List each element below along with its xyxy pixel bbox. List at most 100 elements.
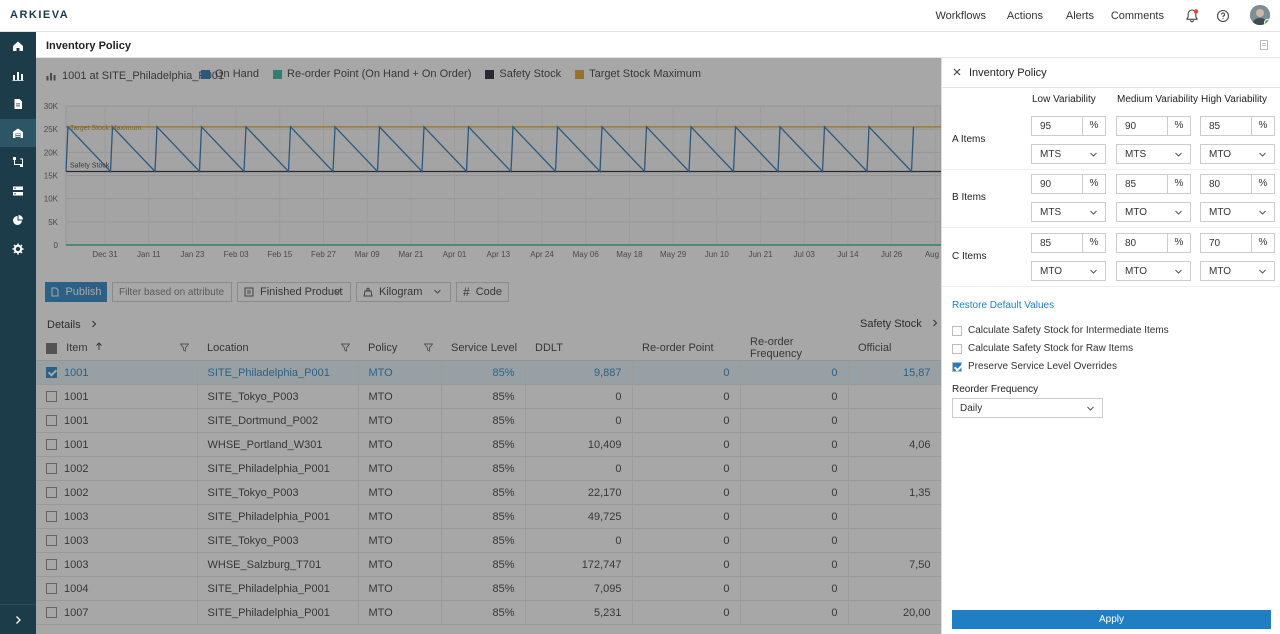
service-level-input[interactable]: 90% xyxy=(1116,116,1191,136)
nav-alerts[interactable]: Alerts xyxy=(1065,10,1094,22)
cell-policy[interactable]: MTO xyxy=(358,576,442,601)
cell-rop[interactable]: 0 xyxy=(632,480,741,505)
row-checkbox[interactable] xyxy=(46,415,57,427)
cell-location[interactable]: SITE_Tokyo_P003 xyxy=(197,528,359,553)
policy-select[interactable]: MTS xyxy=(1031,202,1106,222)
apply-button[interactable]: Apply xyxy=(952,610,1271,629)
row-checkbox[interactable] xyxy=(46,367,57,379)
cell-policy[interactable]: MTO xyxy=(358,504,442,529)
cell-rop[interactable]: 0 xyxy=(632,504,741,529)
policy-select[interactable]: MTO xyxy=(1116,202,1191,222)
cell-policy[interactable]: MTO xyxy=(358,360,442,385)
cell-service[interactable]: 85% xyxy=(441,432,526,457)
select-all-checkbox[interactable] xyxy=(46,342,57,354)
nav-workflows[interactable]: Workflows xyxy=(935,10,986,22)
cell-official[interactable]: 4,06 xyxy=(848,432,941,457)
cell-rop[interactable]: 0 xyxy=(632,600,741,625)
notification-bell-icon[interactable] xyxy=(1184,8,1200,24)
sidebar-database[interactable] xyxy=(0,177,36,205)
service-level-input[interactable]: 85% xyxy=(1200,116,1275,136)
policy-select[interactable]: MTO xyxy=(1116,261,1191,281)
cell-policy[interactable]: MTO xyxy=(358,384,442,409)
cell-ddlt[interactable]: 22,170 xyxy=(525,480,633,505)
cell-ddlt[interactable]: 9,887 xyxy=(525,360,633,385)
cell-freq[interactable]: 0 xyxy=(740,504,849,529)
cell-item[interactable]: 1001 xyxy=(36,408,198,433)
cell-policy[interactable]: MTO xyxy=(358,432,442,457)
cell-ddlt[interactable]: 10,409 xyxy=(525,432,633,457)
cell-official[interactable] xyxy=(848,576,941,601)
column-header-item[interactable]: Item xyxy=(36,336,197,361)
cell-item[interactable]: 1007 xyxy=(36,600,198,625)
cell-service[interactable]: 85% xyxy=(441,552,526,577)
help-icon[interactable] xyxy=(1215,8,1231,24)
cell-rop[interactable]: 0 xyxy=(632,432,741,457)
cell-rop[interactable]: 0 xyxy=(632,528,741,553)
cell-location[interactable]: SITE_Philadelphia_P001 xyxy=(197,600,359,625)
row-checkbox[interactable] xyxy=(46,487,57,499)
cell-ddlt[interactable]: 172,747 xyxy=(525,552,633,577)
restore-defaults-link[interactable]: Restore Default Values xyxy=(952,300,1055,311)
cell-item[interactable]: 1001 xyxy=(36,432,198,457)
check-raw-items[interactable]: Calculate Safety Stock for Raw Items xyxy=(952,343,1133,354)
service-level-input[interactable]: 80% xyxy=(1116,233,1191,253)
cell-ddlt[interactable]: 0 xyxy=(525,408,633,433)
row-checkbox[interactable] xyxy=(46,463,57,475)
cell-service[interactable]: 85% xyxy=(441,480,526,505)
cell-item[interactable]: 1001 xyxy=(36,384,198,409)
policy-select[interactable]: MTS xyxy=(1116,144,1191,164)
service-level-input[interactable]: 90% xyxy=(1031,174,1106,194)
table-row[interactable]: 1002 SITE_Philadelphia_P001 MTO 85% 0 0 0 xyxy=(36,456,941,481)
service-level-input[interactable]: 70% xyxy=(1200,233,1275,253)
row-checkbox[interactable] xyxy=(46,391,57,403)
cell-rop[interactable]: 0 xyxy=(632,384,741,409)
cell-service[interactable]: 85% xyxy=(441,528,526,553)
column-header-official[interactable]: Official xyxy=(848,336,941,361)
cell-rop[interactable]: 0 xyxy=(632,552,741,577)
details-toggle[interactable]: Details xyxy=(47,319,98,331)
cell-location[interactable]: SITE_Philadelphia_P001 xyxy=(197,504,359,529)
sidebar-reports[interactable] xyxy=(0,206,36,234)
sidebar-analytics[interactable] xyxy=(0,61,36,89)
nav-comments[interactable]: Comments xyxy=(1110,10,1164,22)
cell-freq[interactable]: 0 xyxy=(740,552,849,577)
cell-freq[interactable]: 0 xyxy=(740,480,849,505)
cell-freq[interactable]: 0 xyxy=(740,528,849,553)
sidebar-documents[interactable] xyxy=(0,90,36,118)
column-header-service-level[interactable]: Service Level xyxy=(441,336,525,361)
checkbox-checked[interactable] xyxy=(952,361,962,372)
service-level-input[interactable]: 95% xyxy=(1031,116,1106,136)
cell-official[interactable] xyxy=(848,408,941,433)
cell-freq[interactable]: 0 xyxy=(740,432,849,457)
policy-select[interactable]: MTS xyxy=(1031,144,1106,164)
cell-ddlt[interactable]: 49,725 xyxy=(525,504,633,529)
cell-ddlt[interactable]: 0 xyxy=(525,528,633,553)
checkbox[interactable] xyxy=(952,325,962,336)
cell-policy[interactable]: MTO xyxy=(358,552,442,577)
cell-policy[interactable]: MTO xyxy=(358,456,442,481)
cell-freq[interactable]: 0 xyxy=(740,600,849,625)
sidebar-settings[interactable] xyxy=(0,235,36,263)
filter-icon[interactable] xyxy=(424,343,433,352)
code-toggle[interactable]: # Code xyxy=(456,282,509,302)
table-row[interactable]: 1002 SITE_Tokyo_P003 MTO 85% 22,170 0 0 1,35 xyxy=(36,480,941,505)
checkbox[interactable] xyxy=(952,343,962,354)
cell-ddlt[interactable]: 0 xyxy=(525,456,633,481)
row-checkbox[interactable] xyxy=(46,439,57,451)
column-header-policy[interactable]: Policy xyxy=(358,336,441,361)
row-checkbox[interactable] xyxy=(46,583,57,595)
table-row[interactable]: 1003 WHSE_Salzburg_T701 MTO 85% 172,747 0 0 7,5… xyxy=(36,552,941,577)
legend-safety-stock[interactable]: Safety Stock xyxy=(485,68,561,80)
close-icon[interactable] xyxy=(952,67,962,77)
cell-location[interactable]: WHSE_Salzburg_T701 xyxy=(197,552,359,577)
table-row[interactable]: 1001 SITE_Philadelphia_P001 MTO 85% 9,887 0 0 1… xyxy=(36,360,941,385)
cell-official[interactable] xyxy=(848,384,941,409)
cell-official[interactable]: 1,35 xyxy=(848,480,941,505)
nav-actions[interactable]: Actions xyxy=(1006,10,1043,22)
table-row[interactable]: 1007 SITE_Philadelphia_P001 MTO 85% 5,231 0 0 2… xyxy=(36,600,941,625)
cell-official[interactable]: 15,87 xyxy=(848,360,941,385)
cell-policy[interactable]: MTO xyxy=(358,600,442,625)
legend-reorder-point[interactable]: Re-order Point (On Hand + On Order) xyxy=(273,68,471,80)
cell-freq[interactable]: 0 xyxy=(740,384,849,409)
legend-target-stock[interactable]: Target Stock Maximum xyxy=(575,68,701,80)
